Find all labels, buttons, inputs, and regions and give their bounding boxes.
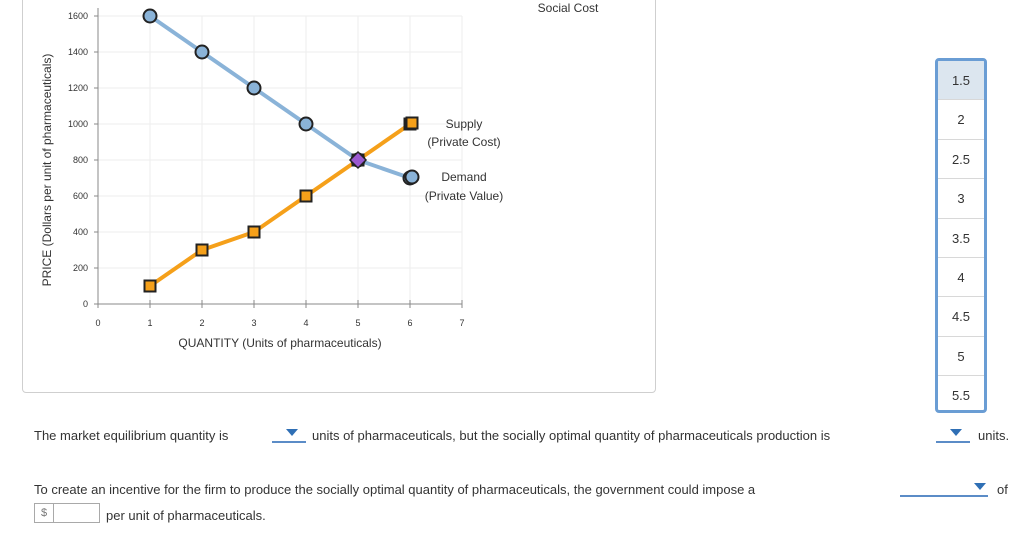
tax-amount-input[interactable]: $ [34,503,100,523]
series-line-circle [148,14,411,180]
optimal-quantity-select[interactable] [936,427,970,443]
dropdown-option[interactable]: 3.5 [938,219,984,258]
legend-sublabel: (Private Cost) [427,135,500,149]
dropdown-option[interactable]: 2.5 [938,140,984,180]
q2-text-a: To create an incentive for the firm to p… [34,482,756,497]
x-tick-label: 5 [355,318,360,328]
legend-sublabel: (Private Value) [425,189,503,203]
x-tick-label: 4 [303,318,308,328]
demand-point [246,80,262,96]
dropdown-option[interactable]: 2 [938,100,984,140]
legend-label: Demand [441,170,486,184]
q1-text-c: units. [978,428,1010,443]
supply-point [195,243,209,257]
chart-grid [98,15,463,304]
supply-point [247,225,261,239]
x-axis-label: QUANTITY (Units of pharmaceuticals) [178,336,381,350]
x-tick-label: 3 [251,318,256,328]
q3-text: per unit of pharmaceuticals. [106,508,266,523]
dropdown-option[interactable]: 5.5 [938,376,984,410]
y-tick-label: 200 [73,263,88,273]
chart-legend: Supply (Private Cost) Demand (Private Value… [404,116,503,203]
chart-axes: 0 200 400 600 800 1000 1200 1400 1600 0 1 2 3 4 5 6 7 [68,8,465,328]
q1-text-a: The market equilibrium quantity is [34,428,229,443]
y-tick-label: 600 [73,191,88,201]
chevron-down-icon [950,429,962,436]
currency-prefix: $ [35,504,54,522]
legend-demand-icon [404,169,420,185]
market-quantity-select[interactable] [272,427,306,443]
legend-supply-icon [405,116,419,130]
supply-point [143,279,157,293]
chevron-down-icon [286,429,298,436]
dropdown-option[interactable]: 4 [938,258,984,298]
dropdown-option[interactable]: 3 [938,179,984,219]
legend-label: Supply [446,117,483,131]
supply-demand-chart: 0 200 400 600 800 1000 1200 1400 1600 0 1 2 3 4 5 6 7 PR… [40,1,599,350]
dropdown-option[interactable]: 5 [938,337,984,377]
policy-select[interactable] [900,481,988,497]
supply-point [299,189,313,203]
chevron-down-icon [974,483,986,490]
y-tick-label: 400 [73,227,88,237]
x-tick-label: 1 [147,318,152,328]
dropdown-option[interactable]: 1.5 [938,61,984,101]
quantity-dropdown-list[interactable]: 1.5 2 2.5 3 3.5 4 4.5 5 5.5 [935,58,987,413]
dropdown-option[interactable]: 4.5 [938,297,984,337]
graph-panel: 0 200 400 600 800 1000 1200 1400 1600 0 1 2 3 4 5 6 7 PR… [22,0,656,393]
y-tick-label: 1000 [68,119,88,129]
demand-point [298,116,314,132]
social-cost-label[interactable]: Social Cost [538,1,599,15]
q2-text-b: of [997,482,1008,497]
y-tick-label: 0 [83,299,88,309]
demand-point [142,8,158,24]
y-tick-label: 1200 [68,83,88,93]
x-tick-label: 6 [407,318,412,328]
x-tick-label: 0 [95,318,100,328]
y-tick-label: 800 [73,155,88,165]
q1-text-b: units of pharmaceuticals, but the social… [312,428,831,443]
demand-point [194,44,210,60]
y-tick-label: 1400 [68,47,88,57]
y-tick-label: 1600 [68,11,88,21]
equilibrium-point [348,150,368,170]
x-tick-label: 2 [199,318,204,328]
series-line-square [148,122,412,288]
chart-series [142,8,418,293]
y-axis-label: PRICE (Dollars per unit of pharmaceutica… [40,54,54,287]
x-tick-label: 7 [459,318,464,328]
